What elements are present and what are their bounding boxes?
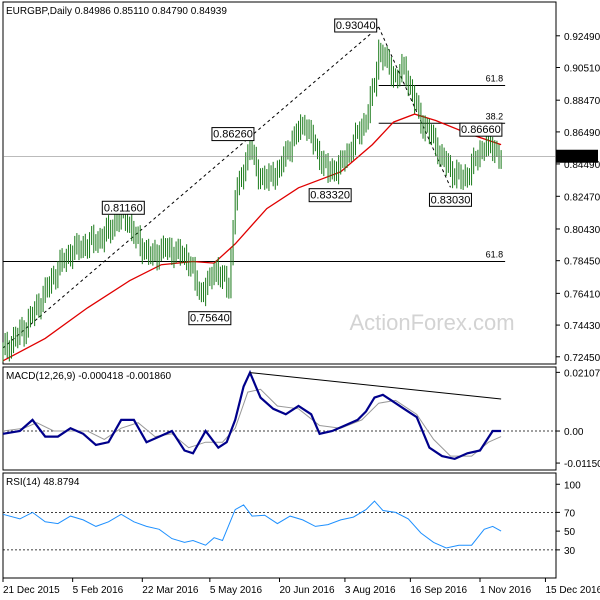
- x-tick-label: 5 May 2016: [210, 585, 263, 596]
- swing-label-box: [459, 122, 503, 137]
- price-axis-tick-label: 0.74430: [564, 321, 600, 332]
- x-tick-label: 15 Dec 2016: [545, 585, 600, 596]
- x-tick-label: 16 Sep 2016: [410, 585, 467, 596]
- ohlc-bars: [2, 39, 502, 362]
- trendline: [2, 26, 380, 349]
- price-panel-title: EURGBP,Daily 0.84986 0.85110 0.84790 0.8…: [6, 6, 227, 17]
- swing-label: 0.83030: [431, 194, 471, 206]
- current-price-label: 0.84939: [559, 153, 596, 164]
- x-tick-label: 21 Dec 2015: [3, 585, 60, 596]
- fib-level-label: 38.2: [486, 111, 504, 121]
- swing-label-box: [428, 192, 472, 207]
- swing-label-box: [334, 18, 378, 33]
- fib-level-label: 61.8: [486, 249, 504, 259]
- macd-panel-label: MACD(12,26,9) -0.000418 -0.001860: [6, 371, 172, 382]
- price-axis-tick-label: 0.92490: [564, 32, 600, 43]
- rsi-panel-label: RSI(14) 48.8794: [6, 477, 80, 488]
- swing-label: 0.86260: [213, 129, 253, 141]
- x-tick-label: 22 Mar 2016: [142, 585, 199, 596]
- watermark: ActionForex.com: [349, 310, 514, 335]
- rsi-panel: 100 70 50 30 RSI(14) 48.8794: [2, 472, 581, 579]
- macd-signal-line: [2, 388, 502, 457]
- macd-panel: 0.021074 0.00 -0.011507 MACD(12,26,9) -0.00…: [2, 366, 600, 471]
- moving-average-line: [2, 113, 502, 362]
- price-axis-tick-label: 0.72450: [564, 353, 600, 364]
- trendline: [378, 26, 451, 188]
- swing-label: 0.83320: [310, 190, 350, 202]
- price-axis-tick-label: 0.90510: [564, 64, 600, 75]
- x-tick-label: 20 Jun 2016: [280, 585, 335, 596]
- rsi-axis-tick-label: 50: [564, 527, 576, 538]
- macd-axis-tick-label: 0.00: [564, 427, 584, 438]
- rsi-axis-tick-label: 30: [564, 546, 576, 557]
- swing-label: 0.93040: [336, 20, 376, 32]
- swing-label: 0.81160: [104, 202, 143, 214]
- x-tick-label: 1 Nov 2016: [480, 585, 532, 596]
- rsi-axis-tick-label: 100: [564, 480, 581, 491]
- price-panel: ActionForex.com 0.92490 0.90510 0.88470 0.86…: [2, 1, 600, 365]
- price-axis-tick-label: 0.80430: [564, 225, 600, 236]
- macd-line: [2, 369, 502, 461]
- rsi-plot-area: [2, 472, 557, 579]
- price-axis-tick-label: 0.86490: [564, 128, 600, 139]
- price-axis-tick-label: 0.76410: [564, 289, 600, 300]
- fib-level-label: 61.8: [486, 73, 504, 83]
- macd-axis-tick-label: 0.021074: [564, 368, 600, 379]
- swing-label: 0.75640: [190, 313, 230, 325]
- macd-trendline: [249, 372, 502, 400]
- swing-label-box: [188, 311, 232, 326]
- current-price-box: [556, 149, 598, 163]
- rsi-line: [2, 500, 502, 549]
- x-tick-label: 3 Aug 2016: [345, 585, 396, 596]
- rsi-axis-tick-label: 70: [564, 508, 576, 519]
- price-axis-tick-label: 0.84490: [564, 160, 600, 171]
- x-axis: 21 Dec 2015 5 Feb 2016 22 Mar 2016 5 May 20…: [2, 578, 600, 596]
- price-axis-tick-label: 0.78450: [564, 257, 600, 268]
- swing-label-box: [101, 200, 145, 215]
- price-axis-tick-label: 0.88470: [564, 96, 600, 107]
- swing-label-box: [308, 188, 352, 203]
- swing-label: 0.86660: [461, 124, 501, 136]
- macd-plot-area: [2, 366, 557, 471]
- macd-axis-tick-label: -0.011507: [564, 459, 600, 470]
- x-tick-label: 5 Feb 2016: [73, 585, 124, 596]
- price-axis-tick-label: 0.82470: [564, 192, 600, 203]
- swing-label-box: [211, 127, 255, 142]
